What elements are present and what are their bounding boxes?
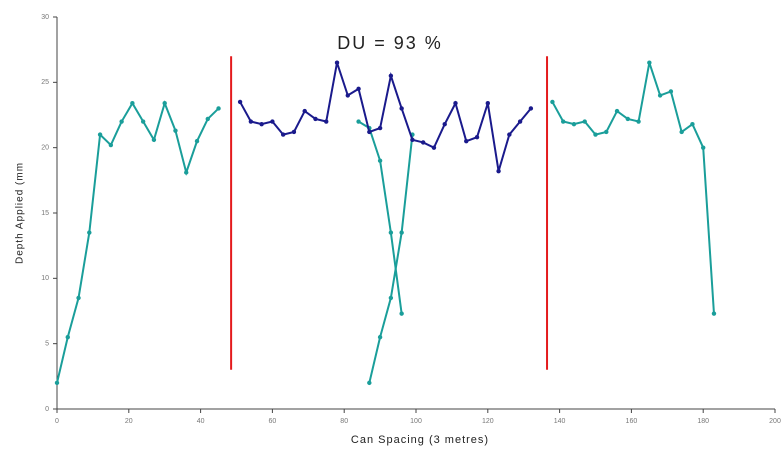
- data-point: [388, 73, 394, 79]
- series-line: [239, 62, 532, 172]
- data-point: [324, 119, 329, 124]
- x-tick-label: 140: [554, 418, 566, 425]
- x-tick-label: 0: [55, 418, 59, 425]
- y-tick-label: 0: [45, 406, 49, 413]
- data-point: [119, 119, 124, 124]
- data-point: [701, 145, 706, 150]
- data-point: [345, 93, 350, 98]
- data-point: [711, 311, 717, 316]
- data-point: [582, 119, 587, 124]
- data-point: [76, 295, 81, 301]
- data-point: [259, 121, 264, 127]
- data-point: [280, 132, 286, 137]
- data-point: [399, 311, 404, 316]
- data-point: [356, 86, 361, 92]
- data-point: [593, 132, 598, 137]
- chart-title: DU = 93 %: [337, 33, 443, 53]
- data-point: [151, 137, 157, 143]
- data-point: [668, 89, 674, 94]
- data-point: [625, 116, 631, 122]
- data-point: [162, 101, 167, 106]
- x-tick-label: 180: [697, 418, 709, 425]
- x-tick-label: 200: [769, 418, 781, 425]
- data-point: [313, 116, 318, 122]
- data-point: [571, 121, 577, 127]
- data-point: [270, 119, 275, 124]
- data-point: [65, 334, 70, 340]
- data-point: [636, 119, 641, 124]
- x-tick-label: 40: [197, 418, 205, 425]
- x-axis-label: Can Spacing (3 metres): [351, 434, 489, 446]
- data-point: [657, 93, 663, 98]
- data-point: [130, 101, 135, 106]
- data-point: [377, 334, 383, 340]
- data-point: [184, 170, 189, 175]
- data-point: [140, 119, 146, 124]
- data-point: [54, 380, 60, 386]
- data-point: [550, 99, 555, 105]
- data-point: [679, 129, 684, 135]
- y-tick-label: 10: [41, 275, 49, 282]
- data-point: [388, 230, 394, 235]
- data-point: [496, 168, 501, 174]
- data-point: [474, 135, 480, 140]
- data-point: [690, 121, 695, 127]
- x-tick-label: 100: [410, 418, 422, 425]
- y-tick-label: 20: [41, 145, 49, 152]
- data-point: [302, 108, 307, 114]
- x-tick-label: 160: [626, 418, 638, 425]
- data-point: [194, 138, 200, 144]
- series-line: [368, 134, 414, 384]
- data-point: [410, 137, 415, 143]
- data-point: [216, 106, 221, 111]
- data-point: [507, 132, 512, 137]
- data-point: [528, 106, 534, 111]
- y-tick-label: 30: [41, 14, 49, 21]
- data-point: [399, 230, 404, 235]
- y-tick-label: 15: [41, 210, 49, 217]
- data-point: [420, 140, 426, 145]
- data-point: [604, 129, 609, 135]
- data-point: [205, 116, 210, 122]
- data-point: [291, 129, 297, 135]
- data-point: [453, 101, 458, 106]
- data-point: [334, 60, 340, 65]
- y-tick-label: 25: [41, 79, 49, 86]
- data-point: [560, 119, 566, 124]
- series-line: [551, 62, 715, 314]
- data-point: [377, 158, 383, 163]
- data-point: [87, 230, 92, 235]
- x-tick-label: 80: [340, 418, 348, 425]
- data-point: [614, 108, 620, 114]
- data-point: [485, 101, 490, 106]
- data-point: [388, 295, 394, 301]
- data-point: [377, 125, 383, 131]
- x-tick-label: 20: [125, 418, 133, 425]
- data-point: [356, 119, 361, 124]
- data-point: [464, 138, 469, 144]
- data-point: [237, 99, 243, 105]
- data-point: [173, 128, 178, 133]
- data-point: [517, 119, 523, 124]
- series-line: [56, 100, 220, 384]
- data-point: [248, 119, 254, 124]
- data-point: [108, 142, 114, 148]
- data-point: [367, 380, 372, 386]
- data-point: [431, 145, 437, 150]
- data-point: [399, 106, 404, 111]
- x-tick-label: 120: [482, 418, 494, 425]
- series-line: [358, 120, 403, 314]
- y-tick-label: 5: [45, 341, 49, 348]
- data-point: [647, 60, 652, 65]
- x-tick-label: 60: [269, 418, 277, 425]
- data-point: [97, 132, 103, 137]
- y-axis-label: Depth Applied (mm: [15, 162, 26, 264]
- data-point: [442, 121, 447, 127]
- data-point: [367, 129, 372, 135]
